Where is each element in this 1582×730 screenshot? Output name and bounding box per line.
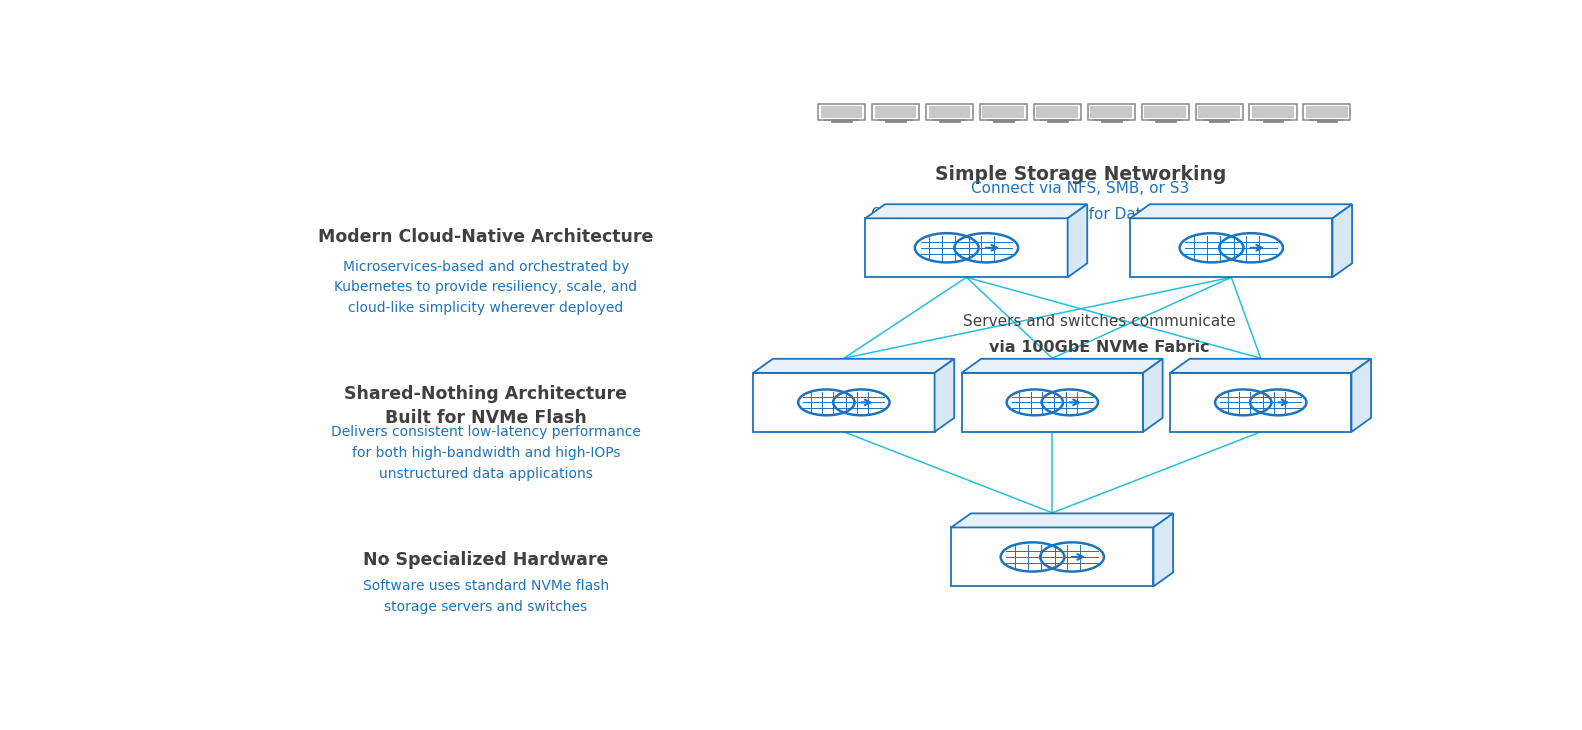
Polygon shape	[1171, 373, 1351, 432]
Text: Simple Storage Networking: Simple Storage Networking	[935, 165, 1226, 184]
Polygon shape	[1130, 204, 1353, 218]
FancyBboxPatch shape	[1196, 104, 1242, 120]
FancyBboxPatch shape	[1304, 104, 1351, 120]
FancyBboxPatch shape	[872, 104, 919, 120]
Polygon shape	[753, 373, 935, 432]
Polygon shape	[951, 528, 1153, 586]
Text: No Specialized Hardware: No Specialized Hardware	[364, 550, 609, 569]
Text: Delivers consistent low-latency performance
for both high-bandwidth and high-IOP: Delivers consistent low-latency performa…	[331, 426, 641, 480]
Polygon shape	[951, 513, 1174, 528]
FancyBboxPatch shape	[1033, 104, 1081, 120]
FancyBboxPatch shape	[925, 104, 973, 120]
Polygon shape	[865, 204, 1087, 218]
FancyBboxPatch shape	[1307, 106, 1348, 118]
Text: Servers and switches communicate: Servers and switches communicate	[962, 315, 1236, 329]
FancyBboxPatch shape	[979, 104, 1027, 120]
FancyBboxPatch shape	[1250, 104, 1297, 120]
FancyBboxPatch shape	[982, 106, 1024, 118]
FancyBboxPatch shape	[1198, 106, 1240, 118]
Text: Modern Cloud-Native Architecture: Modern Cloud-Native Architecture	[318, 228, 653, 245]
FancyBboxPatch shape	[818, 104, 865, 120]
Text: Software uses standard NVMe flash
storage servers and switches: Software uses standard NVMe flash storag…	[362, 579, 609, 614]
FancyBboxPatch shape	[1253, 106, 1294, 118]
Text: Built for NVMe Flash: Built for NVMe Flash	[384, 409, 587, 427]
FancyBboxPatch shape	[1036, 106, 1077, 118]
FancyBboxPatch shape	[929, 106, 970, 118]
Text: via 100GbE NVMe Fabric: via 100GbE NVMe Fabric	[989, 340, 1209, 356]
FancyBboxPatch shape	[1142, 104, 1188, 120]
Polygon shape	[1144, 359, 1163, 432]
Polygon shape	[1171, 359, 1372, 373]
Text: Only One Network-Facing IP for Data and Management: Only One Network-Facing IP for Data and …	[870, 207, 1291, 222]
Polygon shape	[865, 218, 1068, 277]
FancyBboxPatch shape	[875, 106, 916, 118]
Text: Shared-Nothing Architecture: Shared-Nothing Architecture	[345, 385, 628, 403]
FancyBboxPatch shape	[1090, 106, 1133, 118]
FancyBboxPatch shape	[821, 106, 862, 118]
Polygon shape	[935, 359, 954, 432]
Polygon shape	[1332, 204, 1353, 277]
Polygon shape	[1351, 359, 1372, 432]
Polygon shape	[1130, 218, 1332, 277]
FancyBboxPatch shape	[1087, 104, 1134, 120]
Text: Microservices-based and orchestrated by
Kubernetes to provide resiliency, scale,: Microservices-based and orchestrated by …	[334, 260, 638, 315]
Polygon shape	[1068, 204, 1087, 277]
Polygon shape	[753, 359, 954, 373]
Text: Connect via NFS, SMB, or S3: Connect via NFS, SMB, or S3	[971, 181, 1190, 196]
Polygon shape	[1153, 513, 1174, 586]
Polygon shape	[962, 359, 1163, 373]
Polygon shape	[962, 373, 1144, 432]
FancyBboxPatch shape	[1144, 106, 1186, 118]
